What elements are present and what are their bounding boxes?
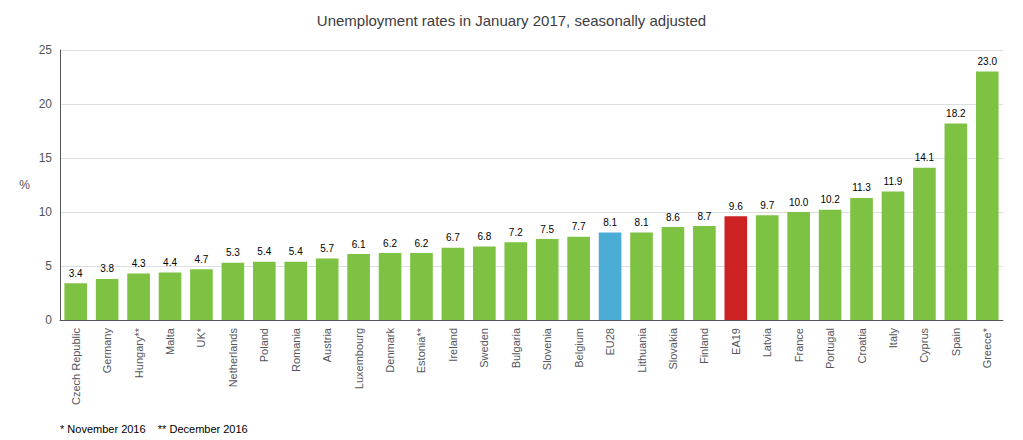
- svg-text:7.2: 7.2: [509, 227, 523, 238]
- svg-text:Sweden: Sweden: [478, 328, 490, 368]
- svg-text:* November 2016 ** December: * November 2016 ** December 2016: [60, 423, 248, 435]
- svg-text:France: France: [793, 328, 805, 362]
- svg-text:14.1: 14.1: [915, 152, 935, 163]
- svg-text:4.7: 4.7: [194, 254, 208, 265]
- svg-text:Unemployment rates in January: Unemployment rates in January 2017, seas…: [317, 12, 706, 29]
- svg-text:Austria: Austria: [321, 327, 333, 362]
- svg-text:Poland: Poland: [258, 328, 270, 362]
- svg-text:8.1: 8.1: [603, 217, 617, 228]
- svg-text:5.4: 5.4: [257, 246, 271, 257]
- svg-text:Latvia: Latvia: [761, 327, 773, 357]
- svg-text:9.7: 9.7: [760, 200, 774, 211]
- svg-text:23.0: 23.0: [978, 56, 998, 67]
- svg-text:Greece*: Greece*: [981, 327, 993, 368]
- svg-text:Portugal: Portugal: [824, 328, 836, 369]
- svg-text:8.1: 8.1: [635, 217, 649, 228]
- svg-text:5.7: 5.7: [320, 243, 334, 254]
- svg-text:EA19: EA19: [730, 328, 742, 355]
- svg-text:Hungary**: Hungary**: [133, 327, 145, 378]
- svg-text:6.7: 6.7: [446, 232, 460, 243]
- svg-text:18.2: 18.2: [946, 108, 966, 119]
- svg-text:Cyprus: Cyprus: [918, 328, 930, 363]
- svg-text:7.5: 7.5: [540, 224, 554, 235]
- svg-text:Lithuania: Lithuania: [636, 327, 648, 373]
- svg-text:Slovenia: Slovenia: [541, 327, 553, 370]
- svg-text:Germany: Germany: [101, 328, 113, 374]
- svg-text:Bulgaria: Bulgaria: [510, 327, 522, 368]
- svg-text:6.2: 6.2: [383, 238, 397, 249]
- svg-text:Czech Republic: Czech Republic: [70, 328, 82, 406]
- svg-text:4.3: 4.3: [132, 258, 146, 269]
- svg-text:5: 5: [45, 259, 52, 273]
- svg-text:Spain: Spain: [950, 328, 962, 356]
- svg-text:Estonia**: Estonia**: [415, 327, 427, 373]
- svg-text:15: 15: [39, 151, 53, 165]
- svg-text:8.6: 8.6: [666, 212, 680, 223]
- svg-text:9.6: 9.6: [729, 201, 743, 212]
- svg-text:10.0: 10.0: [789, 197, 809, 208]
- svg-text:Finland: Finland: [698, 328, 710, 364]
- svg-text:7.7: 7.7: [572, 221, 586, 232]
- svg-text:8.7: 8.7: [697, 211, 711, 222]
- svg-text:Romania: Romania: [290, 327, 302, 372]
- svg-text:Italy: Italy: [887, 328, 899, 349]
- svg-text:3.8: 3.8: [100, 263, 114, 274]
- svg-text:Belgium: Belgium: [573, 328, 585, 368]
- svg-text:6.1: 6.1: [352, 239, 366, 250]
- svg-text:Luxembourg: Luxembourg: [353, 328, 365, 389]
- svg-text:0: 0: [45, 313, 52, 327]
- svg-text:10.2: 10.2: [820, 194, 840, 205]
- svg-text:6.8: 6.8: [477, 231, 491, 242]
- svg-text:Denmark: Denmark: [384, 328, 396, 373]
- svg-text:25: 25: [39, 43, 53, 57]
- svg-text:UK*: UK*: [195, 327, 207, 347]
- svg-text:EU28: EU28: [604, 328, 616, 356]
- svg-text:4.4: 4.4: [163, 257, 177, 268]
- svg-text:20: 20: [39, 97, 53, 111]
- svg-text:11.9: 11.9: [884, 176, 903, 187]
- svg-text:Slovakia: Slovakia: [667, 327, 679, 369]
- svg-text:3.4: 3.4: [69, 268, 83, 279]
- svg-text:%: %: [19, 178, 30, 192]
- svg-text:Netherlands: Netherlands: [227, 328, 239, 388]
- svg-text:5.3: 5.3: [226, 247, 240, 258]
- svg-text:11.3: 11.3: [852, 182, 871, 193]
- svg-text:Malta: Malta: [164, 327, 176, 355]
- svg-text:6.2: 6.2: [415, 238, 429, 249]
- svg-text:5.4: 5.4: [289, 246, 303, 257]
- svg-text:Ireland: Ireland: [447, 328, 459, 362]
- svg-text:10: 10: [39, 205, 53, 219]
- svg-text:Croatia: Croatia: [856, 327, 868, 363]
